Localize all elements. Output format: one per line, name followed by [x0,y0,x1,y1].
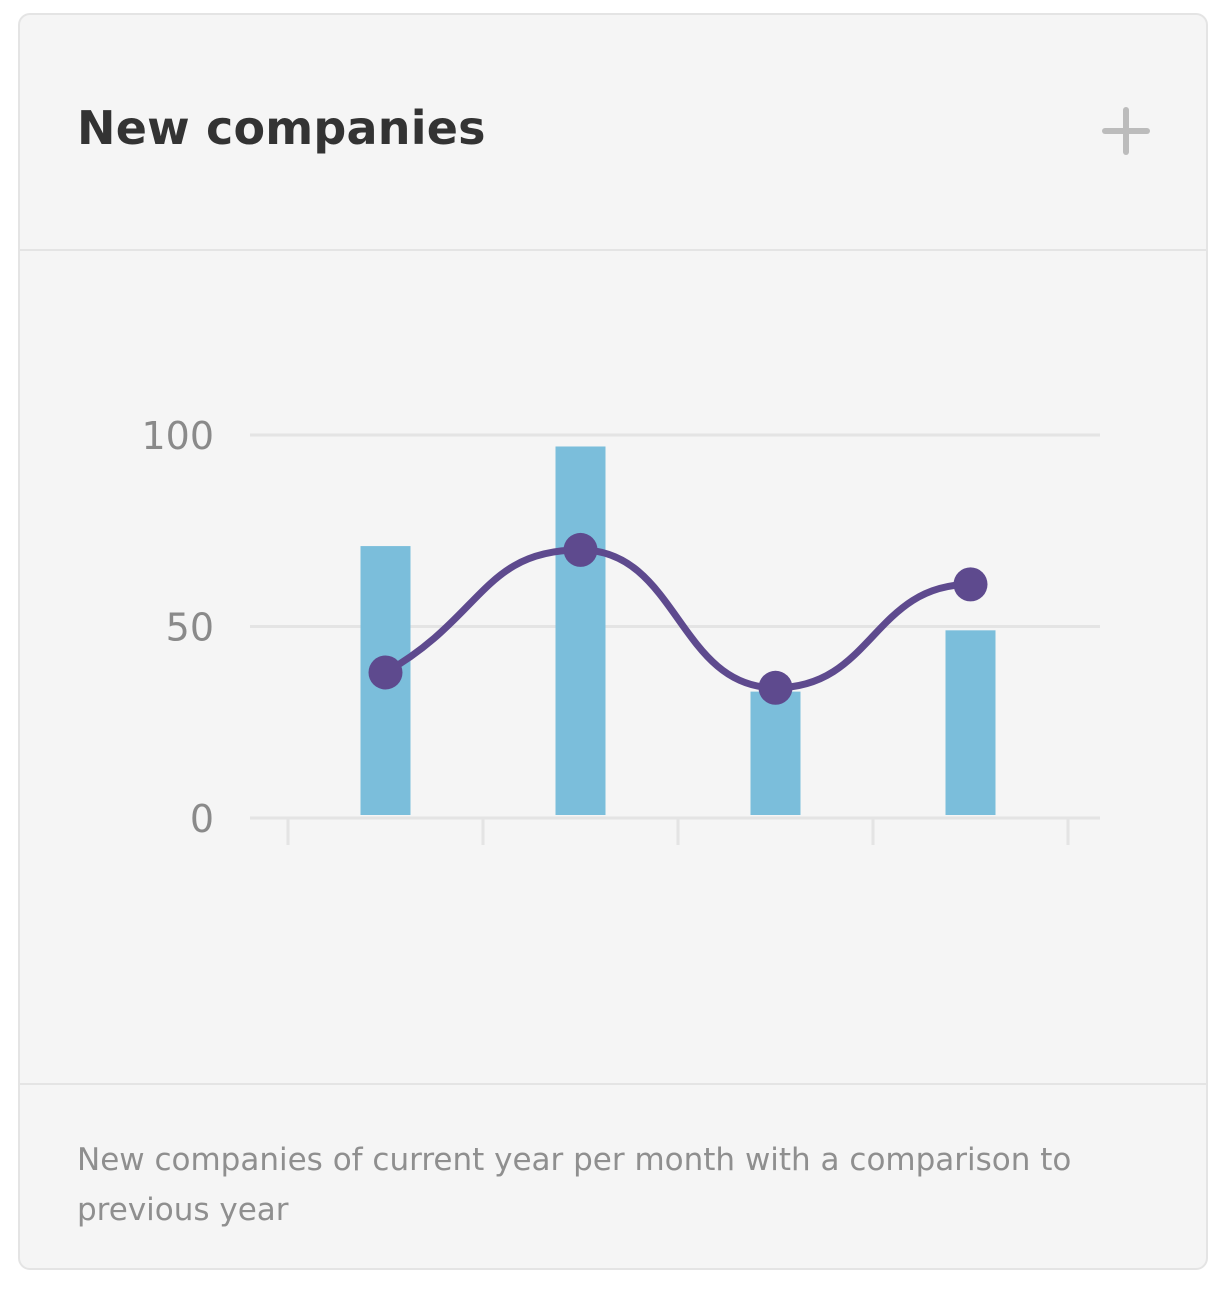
line-series [368,532,988,705]
card-description: New companies of current year per month … [77,1142,1072,1228]
y-axis-labels: 0 50 100 [141,414,214,841]
line-point [953,567,988,602]
card-header: New companies [20,15,1206,251]
card-title: New companies [77,101,486,155]
bar [555,446,606,815]
combo-chart: 0 50 100 [141,414,1100,845]
card-footer: New companies of current year per month … [20,1083,1206,1270]
bar [945,630,996,815]
chart-area: 0 50 100 [20,251,1206,1085]
x-axis-ticks [286,818,1070,845]
bar-series [360,446,996,815]
plus-icon [1102,107,1150,155]
chart-card: New companies 0 50 100 New companies of cu… [18,13,1208,1270]
line-point [368,655,403,690]
add-button[interactable] [1098,103,1154,159]
bar [750,691,801,815]
line-path [382,546,974,692]
y-tick-label: 100 [141,414,214,458]
line-point [758,670,793,705]
y-tick-label: 0 [190,797,214,841]
y-tick-label: 50 [166,606,214,650]
line-point [563,532,598,567]
